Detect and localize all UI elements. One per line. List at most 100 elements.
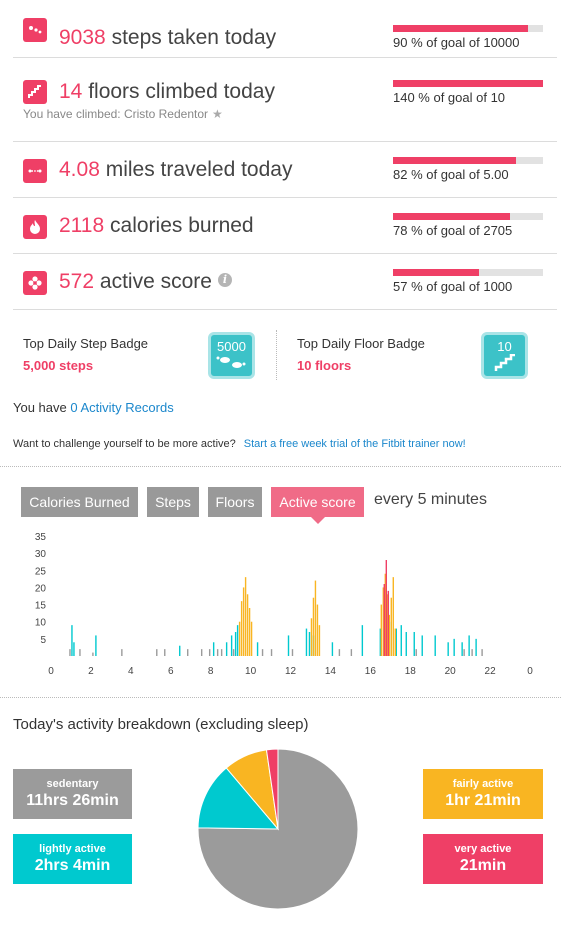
activity-bar [208,649,211,656]
records-prefix: You have [13,400,67,415]
stats-panel: 9038 steps taken today 90 % of goal of 1… [13,0,557,310]
x-tick-label: 6 [168,666,174,677]
stat-row-floors: 14 floors climbed today You have climbed… [13,58,557,142]
floor-badge: Top Daily Floor Badge 10 floors 10 [297,312,537,388]
activity-bar [261,649,264,656]
activity-bar [314,580,317,656]
stat-row-active-score: 572 active score i 57 % of goal of 1000 [13,254,557,310]
activity-bar [308,632,311,656]
flame-icon [23,215,47,239]
activity-bar [331,642,334,656]
activity-bar [121,649,123,656]
activity-bar [312,597,315,656]
goal-progress-fill [393,25,528,32]
x-tick-label: 10 [245,666,257,677]
activity-bar [380,604,383,656]
goal-progress-bar [393,25,543,32]
x-tick-label: 2 [88,666,94,677]
activity-bar [395,628,397,656]
activity-records: You have 0 Activity Records [13,400,174,415]
activity-bar [421,635,423,656]
footprints-icon [216,356,245,368]
activity-bar [392,577,394,656]
activity-bar [212,642,215,656]
activity-bar [156,649,158,656]
stat-label: active score [99,270,212,293]
tab-floors[interactable]: Floors [208,487,262,517]
activity-bar [434,635,436,656]
activity-bar [481,649,483,656]
activity-records-link[interactable]: 0 Activity Records [70,400,174,415]
tab-calories-burned[interactable]: Calories Burned [21,487,138,517]
stat-label: steps taken today [111,26,277,49]
stat-title: 572 active score i [59,270,232,294]
badge-title: Top Daily Floor Badge [297,336,425,351]
badge-value: 10 floors [297,358,352,373]
pie-slice-very-active [265,748,279,830]
activity-bar [338,649,341,656]
goal-text: 90 % of goal of 10000 [393,35,520,50]
stat-label: floors climbed today [88,80,275,103]
very-active-duration: 21min [459,857,507,874]
activity-bar [236,625,239,656]
very-active-label: very active [454,843,512,855]
x-tick-label: 16 [365,666,377,677]
activity-bar [92,652,94,656]
stat-value: 2118 [59,214,105,237]
chart-interval: every 5 minutes [374,491,487,508]
activity-bar [405,632,407,656]
sedentary-label: sedentary [46,778,99,790]
steps-icon [23,18,47,42]
trainer-trial-link[interactable]: Start a free week trial of the Fitbit tr… [243,438,466,450]
activity-bar [468,635,470,656]
breakdown-title: Today's activity breakdown (excluding sl… [13,716,309,733]
activity-bar [471,649,473,656]
y-tick-label: 10 [35,618,47,629]
badge-divider [276,330,277,380]
goal-progress-fill [393,269,479,276]
activity-chart: 5 10 15 20 25 30 35 0 2 4 6 8 10 12 14 16 18 20 22 0 [35,532,533,677]
activity-bar [310,618,313,656]
activity-bar [71,625,73,656]
x-tick-label: 0 [48,666,54,677]
lightly-active-duration: 2hrs 4min [34,857,111,874]
x-tick-label: 18 [405,666,417,677]
stairs-icon [494,353,515,371]
activity-bar [305,628,308,656]
stat-label: miles traveled today [105,158,293,181]
activity-bar [386,594,388,656]
lightly-active-label: lightly active [39,843,106,855]
activity-bar [73,642,75,656]
activity-bar [232,649,235,656]
goal-progress-fill [393,213,510,220]
tab-steps[interactable]: Steps [147,487,199,517]
info-icon[interactable]: i [217,273,232,288]
activity-bar [200,649,203,656]
tab-active-score[interactable]: Active score [271,487,364,524]
stat-row-distance: 4.08 miles traveled today 82 % of goal o… [13,142,557,198]
activity-bar [270,649,273,656]
stat-value: 9038 [59,26,106,49]
stat-title: 9038 steps taken today [59,26,276,50]
activity-bar [361,625,364,656]
challenge-line: Want to challenge yourself to be more ac… [13,438,466,450]
activity-bar [291,649,294,656]
y-tick-label: 30 [35,549,47,560]
section-divider [0,697,561,698]
floor-badge-image[interactable]: 10 [481,332,528,379]
activity-bar [164,649,166,656]
activity-bar [242,587,245,656]
activity-bar [238,621,241,656]
activity-bar [350,649,353,656]
activity-bar [461,642,463,656]
star-icon[interactable]: ★ [212,107,223,121]
pie-slice-lightly-active [197,767,280,830]
activity-bar [384,573,387,656]
activity-bar [69,649,71,656]
section-divider [0,466,561,467]
stat-title: 14 floors climbed today [59,80,275,104]
badge-value: 5,000 steps [23,358,94,373]
x-tick-label: 12 [285,666,297,677]
activity-bar [453,638,455,656]
step-badge-image[interactable]: 5000 [208,332,255,379]
